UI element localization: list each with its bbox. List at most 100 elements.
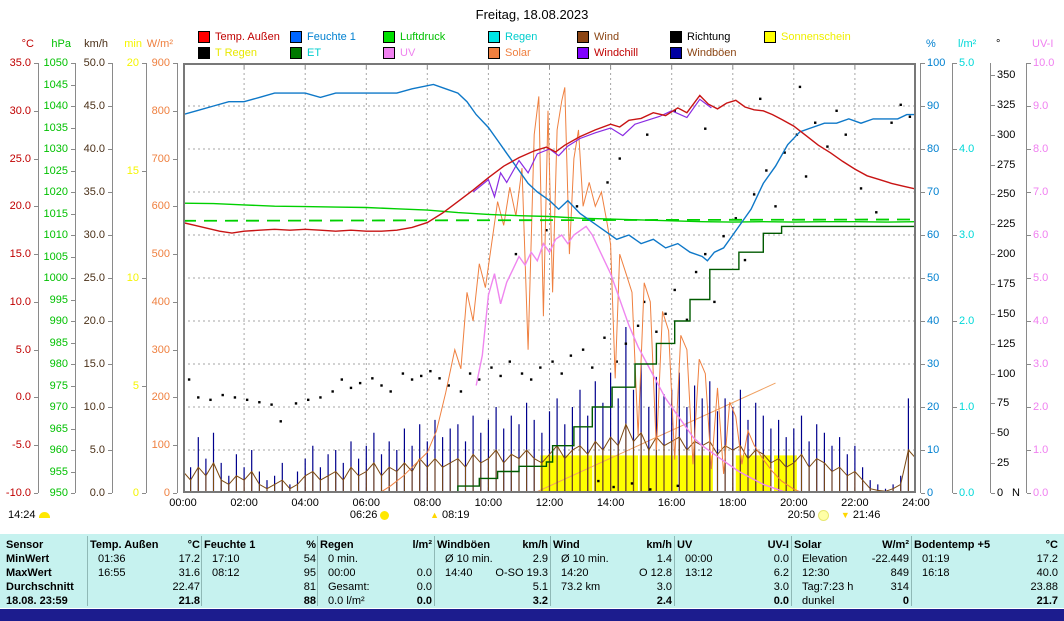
series-richtung <box>429 369 432 373</box>
axis-tick <box>108 278 112 279</box>
axis-tick <box>921 106 925 107</box>
axis-tick <box>34 63 38 64</box>
series-richtung <box>294 402 298 405</box>
series-richtung <box>258 401 261 404</box>
axis-tick-label: 50.0 <box>83 57 105 69</box>
axis-tick <box>1027 407 1031 408</box>
legend-color-swatch <box>383 31 395 43</box>
series-richtung <box>713 300 716 304</box>
table-col-unit: km/h <box>646 539 672 551</box>
axis-tick <box>1027 278 1031 279</box>
series-richtung <box>722 234 725 238</box>
sunrise-icon <box>380 510 390 520</box>
series-richtung <box>545 229 548 232</box>
axis-tick-label: 980 <box>49 358 68 370</box>
axis-tick <box>71 235 75 236</box>
legend-item-windb-en: Windböen <box>670 47 737 59</box>
table-cell-time: Ø 10 min. <box>445 553 493 565</box>
axis-tick <box>71 342 75 344</box>
table-row-label: Durchschnitt <box>6 581 74 593</box>
legend-color-swatch <box>670 47 682 59</box>
sunset-icon <box>818 509 830 521</box>
table-cell-time: 12:30 <box>802 567 830 579</box>
sun-icon <box>38 512 50 518</box>
table-cell-time: 0.0 l/m² <box>328 595 365 607</box>
table-col-unit: W/m² <box>882 539 909 551</box>
axis-tick <box>991 433 995 435</box>
series-richtung <box>759 97 762 101</box>
axis-tick <box>1027 63 1031 64</box>
x-tick-label: 22:00 <box>841 497 869 509</box>
axis-tick-label: 1020 <box>43 186 68 198</box>
legend-item-t-regen: T Regen <box>198 47 257 59</box>
axis-kmh-line <box>112 63 113 493</box>
series-richtung <box>499 374 502 378</box>
axis-tick-label: 7.0 <box>1033 186 1049 198</box>
axis-degC-line <box>38 63 39 493</box>
table-row-label: 18.08. 23:59 <box>6 595 68 607</box>
axis-tick-label: 20.0 <box>9 200 31 213</box>
legend-label: Luftdruck <box>400 31 446 43</box>
axis-tick <box>142 493 146 494</box>
series-richtung <box>420 374 423 378</box>
axis-tick <box>921 235 925 236</box>
legend-label: UV <box>400 47 416 59</box>
table-cell-value: 314 <box>890 581 909 593</box>
series-richtung <box>581 348 585 351</box>
axis-tick-label: 0.0 <box>89 487 105 499</box>
axis-tick-label: 50 <box>927 272 940 284</box>
axis-tick <box>1027 192 1031 193</box>
series-richtung <box>704 252 707 256</box>
table-cell-time: 14:20 <box>561 567 589 579</box>
table-cell-value: 88 <box>303 595 316 607</box>
axis-tick <box>34 158 38 160</box>
axis-min-unit: min <box>124 38 142 50</box>
legend-color-swatch <box>290 47 302 59</box>
axis-tick <box>953 407 957 408</box>
series-richtung <box>636 324 640 327</box>
moonset-marker: ▼ 21:46 <box>841 509 880 521</box>
axis-tick <box>71 170 75 172</box>
series-richtung <box>908 115 912 118</box>
axis-tick-label: 10.0 <box>9 295 31 308</box>
series-temp_aussen <box>182 94 917 234</box>
axis-tick-label: 30.0 <box>83 229 105 241</box>
axis-tick <box>991 463 995 465</box>
legend-color-swatch <box>383 47 395 59</box>
axis-tick <box>71 299 75 301</box>
table-cell-time: 0 min. <box>328 553 358 565</box>
axis-tick <box>991 373 995 375</box>
series-richtung <box>890 121 893 124</box>
series-richtung <box>319 396 322 399</box>
series-richtung <box>664 312 667 316</box>
x-tick-label: 14:00 <box>596 497 625 509</box>
axis-tick <box>921 407 925 408</box>
axis-tick-label: 1000 <box>43 272 68 284</box>
axis-tick-label: 10.0 <box>83 401 105 413</box>
series-richtung <box>187 378 191 381</box>
axis-tick <box>108 192 112 193</box>
legend-color-swatch <box>764 31 776 43</box>
axis-tick <box>108 149 112 150</box>
series-richtung <box>209 398 212 402</box>
series-richtung <box>591 366 594 369</box>
table-cell-value: 6.2 <box>773 567 789 579</box>
legend-label: Sonnenschein <box>781 31 851 43</box>
table-cell-value: 21.8 <box>178 595 200 607</box>
axis-tick-label: 800 <box>151 104 170 117</box>
axis-tick-label: 1.0 <box>1033 444 1049 456</box>
series-richtung <box>233 396 237 399</box>
legend-item-feuchte-1: Feuchte 1 <box>290 31 356 43</box>
table-col-name: Wind <box>553 539 580 551</box>
axis-tick-label: 3.0 <box>1033 358 1049 370</box>
legend-label: Feuchte 1 <box>307 31 356 43</box>
axis-tick-label: 0 <box>132 487 139 499</box>
axis-wm2-line <box>177 63 178 493</box>
axis-tick-label: 200 <box>997 248 1016 261</box>
axis-tick-label: 1015 <box>43 207 68 220</box>
axis-tick-label: 325 <box>997 98 1016 111</box>
table-cell-value: 95 <box>303 567 316 579</box>
table-row-label: MaxWert <box>6 567 52 579</box>
axis-tick <box>1027 450 1031 451</box>
